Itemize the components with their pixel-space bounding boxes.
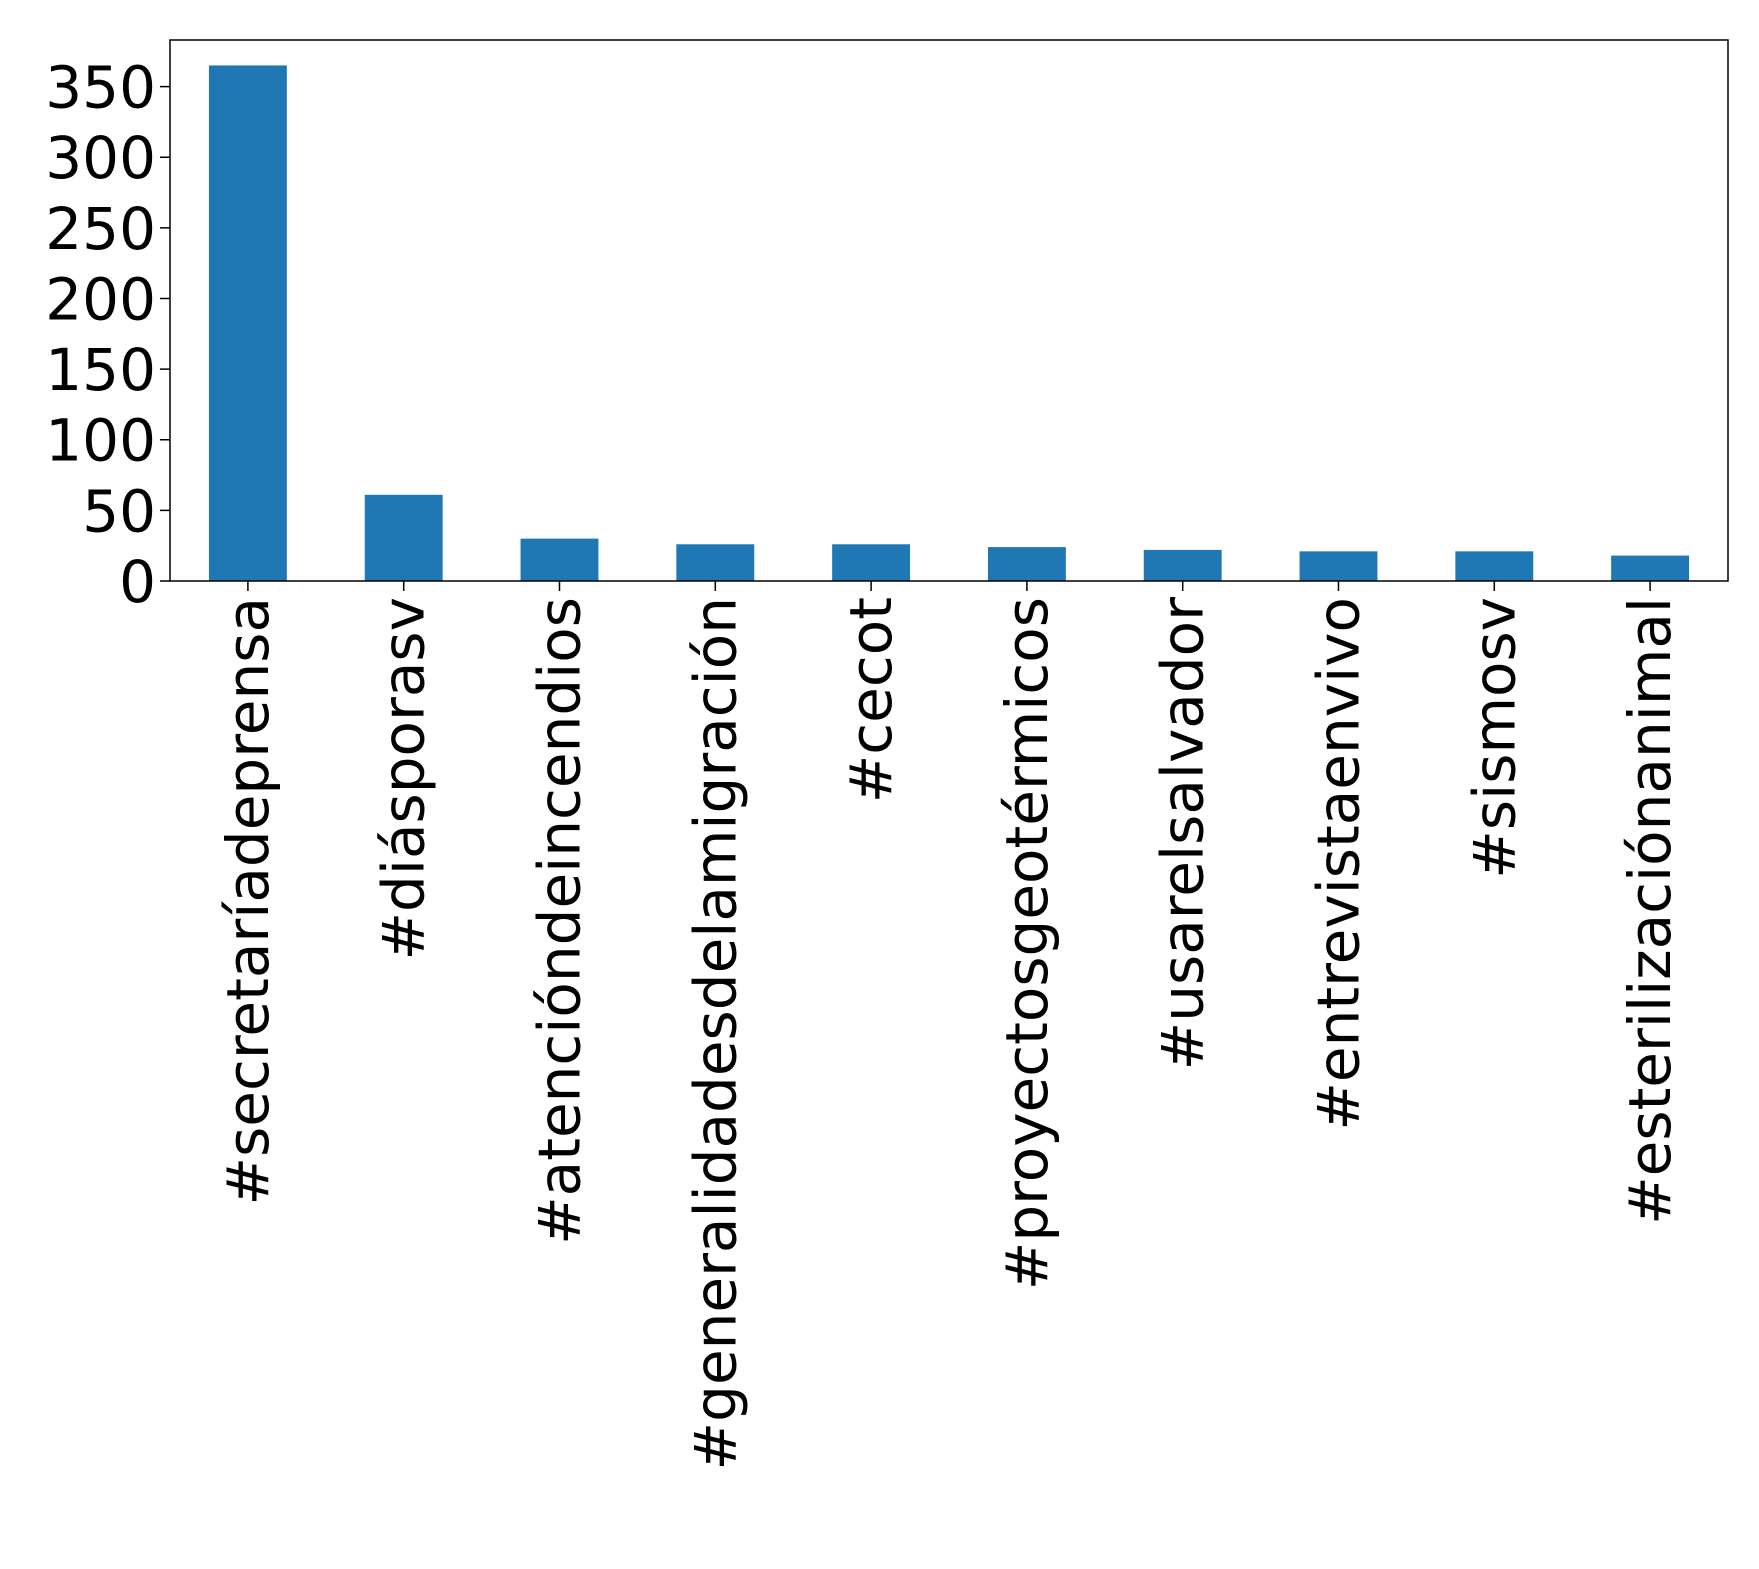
y-tick-label: 150 — [45, 336, 156, 404]
x-tick-label: #usarelsalvador — [1149, 597, 1217, 1071]
bar-3 — [520, 538, 599, 581]
y-tick-label: 200 — [45, 265, 156, 333]
bar-10 — [1611, 555, 1690, 581]
x-tick-label: #sismosv — [1460, 597, 1528, 879]
bar-4 — [676, 544, 755, 581]
plot-frame — [169, 39, 1729, 582]
y-tick-label: 50 — [82, 477, 156, 545]
x-tick-label: #esterilizaciónanimal — [1616, 597, 1684, 1225]
bar-5 — [832, 544, 911, 581]
bar-8 — [1299, 551, 1378, 581]
y-tick-label: 350 — [45, 54, 156, 122]
x-tick-label: #entrevistaenvivo — [1305, 597, 1373, 1131]
x-tick-label: #diásporasv — [370, 597, 438, 961]
x-tick-label: #secretaríadeprensa — [214, 597, 282, 1206]
y-tick-label: 300 — [45, 124, 156, 192]
x-axis: #secretaríadeprensa #diásporasv #atenciónd… — [214, 581, 1684, 1470]
x-tick-label: #generalidadesdelamigración — [681, 597, 749, 1470]
bar-7 — [1143, 549, 1222, 581]
bar-2 — [364, 494, 443, 581]
x-tick-label: #atencióndeincendios — [526, 597, 594, 1245]
y-tick-label: 0 — [119, 548, 156, 616]
bar-6 — [987, 547, 1066, 581]
y-tick-label: 100 — [45, 407, 156, 475]
bars-group — [208, 65, 1690, 581]
y-tick-label: 250 — [45, 195, 156, 263]
x-tick-label: #proyectosgeotérmicos — [993, 597, 1061, 1290]
bar-1 — [208, 65, 287, 581]
bar-9 — [1455, 551, 1534, 581]
x-tick-label: #cecot — [837, 597, 905, 803]
